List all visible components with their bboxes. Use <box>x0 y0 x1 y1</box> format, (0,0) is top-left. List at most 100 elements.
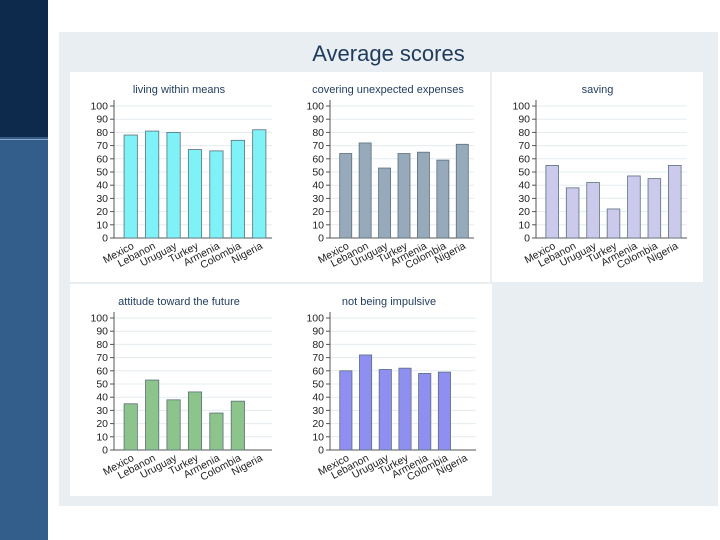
chart-title: covering unexpected expenses <box>312 84 464 96</box>
y-tick-label: 10 <box>312 219 324 231</box>
y-tick-label: 20 <box>518 206 530 218</box>
chart-not-being-impulsive: 0102030405060708090100MexicoLebanonUrugu… <box>306 312 476 483</box>
chart-title: not being impulsive <box>341 296 437 308</box>
y-tick-label: 70 <box>96 352 108 364</box>
y-tick-label: 40 <box>312 180 324 192</box>
y-tick-label: 100 <box>90 101 108 113</box>
bar-turkey <box>187 149 203 239</box>
bar-mexico <box>545 165 559 239</box>
y-tick-label: 80 <box>312 127 324 139</box>
y-tick-label: 20 <box>312 418 324 430</box>
y-tick-label: 100 <box>306 101 324 113</box>
slide-title: Average scores <box>312 41 465 66</box>
y-tick-label: 40 <box>96 180 108 192</box>
bar-colombia <box>647 178 662 239</box>
y-tick-label: 20 <box>96 418 108 430</box>
bar-turkey <box>398 367 412 451</box>
bar-mexico <box>339 153 353 239</box>
chart-saving: 0102030405060708090100MexicoLebanonUrugu… <box>512 100 687 271</box>
y-tick-label: 10 <box>96 219 108 231</box>
y-tick-label: 40 <box>312 392 324 404</box>
bar-lebanon <box>145 130 160 239</box>
y-tick-label: 50 <box>312 379 324 391</box>
y-tick-label: 50 <box>518 167 530 179</box>
y-tick-label: 0 <box>524 233 530 245</box>
y-tick-label: 60 <box>518 153 530 165</box>
chart-panel-attitude-toward-the-future: attitude toward the future 0 10 20 30 40 50 60… <box>70 284 288 496</box>
y-tick-label: 10 <box>518 219 530 231</box>
bar-nigeria <box>668 165 682 239</box>
y-tick-label: 0 <box>102 233 108 245</box>
bar-colombia <box>437 371 451 451</box>
chart-panel-covering-unexpected-expenses: covering unexpected expenses 0 10 20 30 40 50… <box>286 72 490 282</box>
y-tick-label: 50 <box>96 379 108 391</box>
side-accent-bar-top <box>0 0 48 137</box>
y-tick-label: 100 <box>512 101 530 113</box>
y-tick-label: 20 <box>312 206 324 218</box>
y-tick-label: 90 <box>96 114 108 126</box>
y-tick-label: 40 <box>518 180 530 192</box>
bar-armenia <box>627 175 641 239</box>
chart-title: attitude toward the future <box>118 296 240 308</box>
bar-armenia <box>417 151 430 239</box>
y-tick-label: 50 <box>312 167 324 179</box>
y-tick-label: 100 <box>306 313 324 325</box>
chart-attitude-toward-the-future: 0102030405060708090100MexicoLebanonUrugu… <box>90 312 272 483</box>
y-tick-label: 30 <box>518 193 530 205</box>
y-tick-label: 0 <box>102 445 108 457</box>
chart-covering-unexpected-expenses: 0102030405060708090100MexicoLebanonUrugu… <box>306 100 474 271</box>
bar-colombia <box>230 139 245 239</box>
y-tick-label: 20 <box>96 206 108 218</box>
bar-uruguay <box>166 399 181 451</box>
bar-turkey <box>187 391 203 451</box>
chart-panel-living-within-means: living within means 0 10 20 30 40 50 60 70 80 90 1… <box>70 72 288 282</box>
bar-lebanon <box>359 354 373 451</box>
y-tick-label: 30 <box>96 193 108 205</box>
y-tick-label: 10 <box>96 431 108 443</box>
bar-lebanon <box>358 142 372 239</box>
chart-title: saving <box>581 84 614 96</box>
bar-colombia <box>436 159 450 239</box>
bar-armenia <box>209 150 224 239</box>
y-tick-label: 10 <box>312 431 324 443</box>
bar-turkey <box>397 153 411 239</box>
y-tick-label: 80 <box>312 339 324 351</box>
y-tick-label: 60 <box>96 153 108 165</box>
bar-nigeria <box>455 143 469 239</box>
chart-panel-saving: saving 0 10 20 30 40 50 60 70 80 90 100 Mexico Leban… <box>492 72 703 282</box>
y-tick-label: 70 <box>518 140 530 152</box>
y-tick-label: 80 <box>518 127 530 139</box>
y-tick-label: 90 <box>312 114 324 126</box>
side-accent-divider <box>0 139 48 140</box>
bar-uruguay <box>586 182 600 239</box>
y-tick-label: 60 <box>96 365 108 377</box>
y-tick-label: 70 <box>312 140 324 152</box>
bar-mexico <box>339 370 353 451</box>
y-tick-label: 0 <box>318 233 324 245</box>
y-tick-label: 70 <box>312 352 324 364</box>
y-tick-label: 50 <box>96 167 108 179</box>
y-tick-label: 100 <box>90 313 108 325</box>
bar-uruguay <box>166 132 181 239</box>
y-tick-label: 70 <box>96 140 108 152</box>
bar-turkey <box>606 208 621 239</box>
y-tick-label: 90 <box>96 326 108 338</box>
bar-armenia <box>209 412 224 451</box>
y-tick-label: 90 <box>518 114 530 126</box>
bar-uruguay <box>378 167 391 239</box>
y-tick-label: 30 <box>312 193 324 205</box>
chart-panel-not-being-impulsive: not being impulsive 0 10 20 30 40 50 60 70 80 90 1… <box>286 284 492 496</box>
y-tick-label: 80 <box>96 127 108 139</box>
bar-colombia <box>230 400 245 451</box>
y-tick-label: 80 <box>96 339 108 351</box>
bar-lebanon <box>565 187 580 239</box>
y-tick-label: 90 <box>312 326 324 338</box>
bar-mexico <box>123 403 138 451</box>
y-tick-label: 60 <box>312 153 324 165</box>
y-tick-label: 40 <box>96 392 108 404</box>
chart-title: living within means <box>132 84 226 96</box>
bar-armenia <box>418 373 432 451</box>
y-tick-label: 60 <box>312 365 324 377</box>
bar-mexico <box>123 134 138 239</box>
chart-living-within-means: 0102030405060708090100MexicoLebanonUrugu… <box>90 100 272 271</box>
